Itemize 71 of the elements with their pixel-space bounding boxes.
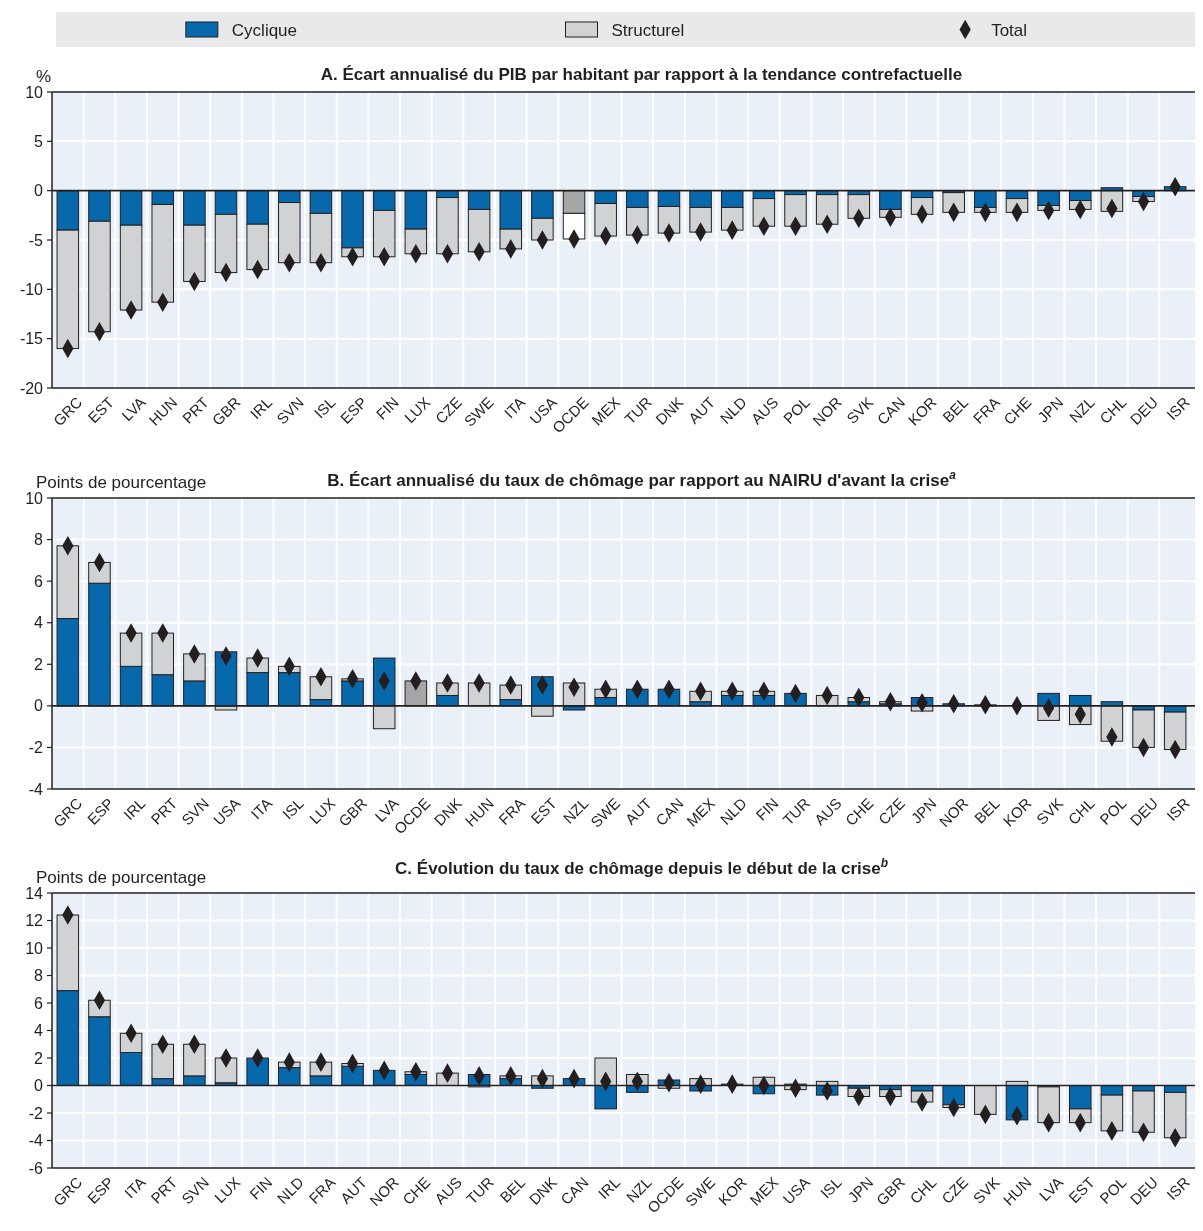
y-tick-label: 6 <box>34 994 44 1012</box>
y-tick-label: -10 <box>19 280 44 298</box>
x-tick-label: USA <box>209 794 244 829</box>
x-tick-label: LVA <box>1035 1173 1067 1205</box>
y-tick-label: 12 <box>25 912 44 930</box>
x-tick-label: ISL <box>816 1173 845 1202</box>
x-tick-label: IRL <box>594 1173 624 1203</box>
y-tick-label: 5 <box>34 132 44 150</box>
y-tick-label: 2 <box>34 1049 44 1067</box>
y-tick-label: 0 <box>34 182 44 200</box>
x-tick-label: FRA <box>969 393 1003 427</box>
x-tick-label: ISR <box>1163 1173 1193 1204</box>
x-tick-label: FIN <box>752 794 782 824</box>
y-axis-title: Points de pourcentage <box>36 473 207 492</box>
x-tick-label: TUR <box>462 1173 497 1208</box>
x-tick-label: CHL <box>1064 794 1098 828</box>
x-tick-label: TUR <box>779 794 814 829</box>
y-tick-label: -20 <box>19 379 44 397</box>
x-tick-label: ISL <box>310 393 339 422</box>
y-tick-label: -4 <box>28 1132 44 1150</box>
y-tick-label: 0 <box>34 1077 44 1095</box>
x-tick-label: NZL <box>559 794 592 827</box>
x-tick-label: LVA <box>118 393 149 425</box>
y-tick-label: -6 <box>28 1159 44 1177</box>
y-tick-label: 4 <box>34 1022 44 1040</box>
y-tick-label: -5 <box>28 231 44 249</box>
x-tick-label: FIN <box>246 1173 276 1203</box>
y-tick-label: -2 <box>28 1104 44 1122</box>
x-tick-label: CHL <box>906 1173 940 1207</box>
x-tick-label: ITA <box>500 393 529 422</box>
x-tick-label: POL <box>779 393 814 427</box>
x-tick-label: BEL <box>939 393 972 426</box>
y-tick-label: 8 <box>34 531 44 549</box>
chart-title: C. Évolution du taux de chômage depuis le début de la crise$^{b}$ <box>395 856 888 878</box>
x-tick-label: NZL <box>1065 393 1098 426</box>
x-tick-label: ITA <box>120 1173 149 1202</box>
x-tick-label: FRA <box>305 1173 339 1207</box>
legend-label: Structurel <box>611 21 685 40</box>
x-tick-label: CHL <box>1096 393 1130 427</box>
x-tick-label: BEL <box>970 794 1003 827</box>
y-tick-label: 10 <box>25 939 44 957</box>
x-tick-label: USA <box>779 1173 814 1208</box>
y-axis-title: Points de pourcentage <box>36 868 207 887</box>
y-tick-label: 2 <box>34 655 44 673</box>
x-tick-label: ISL <box>278 794 307 823</box>
y-tick-label: 0 <box>34 697 44 715</box>
x-tick-label: TUR <box>621 393 655 428</box>
x-tick-label: ISR <box>1163 393 1193 424</box>
legend-label: Total <box>991 21 1028 40</box>
x-tick-label: FRA <box>495 794 529 828</box>
y-tick-label: 10 <box>25 489 44 507</box>
x-tick-label: ITA <box>247 794 276 823</box>
y-tick-label: 8 <box>34 967 44 985</box>
y-tick-label: 4 <box>34 614 44 632</box>
y-tick-label: -15 <box>19 330 44 348</box>
y-tick-label: 14 <box>25 884 44 902</box>
x-tick-label: BEL <box>496 1173 529 1206</box>
x-tick-label: FIN <box>372 393 402 423</box>
x-tick-label: ISR <box>1163 794 1193 825</box>
y-tick-label: -4 <box>28 780 44 798</box>
x-tick-label: POL <box>1096 1173 1130 1207</box>
y-tick-label: 6 <box>34 572 44 590</box>
y-axis-title: % <box>36 67 52 86</box>
x-tick-label: IRL <box>120 794 149 824</box>
chart-title: A. Écart annualisé du PIB par habitant par rapport à la tendance contrefactuelle <box>320 65 963 84</box>
legend-label: Cyclique <box>231 21 298 40</box>
x-tick-label: POL <box>1096 794 1130 828</box>
chart-title: B. Écart annualisé du taux de chômage par rapport au NAIRU d'avant la crise$^{a}$ <box>327 468 957 490</box>
y-tick-label: 10 <box>25 83 44 101</box>
x-tick-label: IRL <box>246 393 276 423</box>
y-tick-label: -2 <box>28 739 44 757</box>
